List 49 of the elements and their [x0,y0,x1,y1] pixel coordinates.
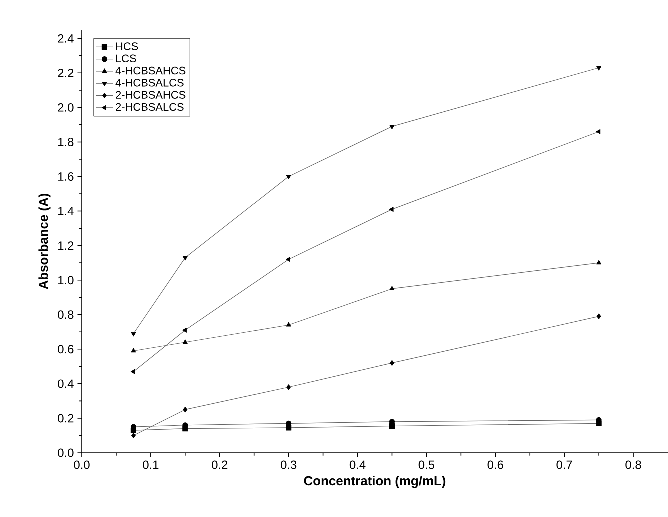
point [286,175,292,180]
x-axis-title: Concentration (mg/mL) [304,476,446,488]
x-tick-label: 0.6 [488,460,504,470]
point [390,286,395,291]
point [596,66,602,71]
point [131,332,136,337]
point [596,129,601,134]
y-tick-label: 1.4 [58,207,74,216]
point [596,260,602,265]
legend-label: HCS [116,42,138,50]
x-tick-label: 0.2 [212,460,228,470]
x-tick-label: 0.1 [143,460,159,470]
x-tick-label: 0.8 [626,460,642,470]
point [131,348,136,353]
point [182,328,187,333]
x-tick-label: 0.4 [350,460,366,470]
legend-label: LCS [116,54,136,63]
point [130,369,136,374]
y-tick-label: 0.8 [58,310,74,320]
point [389,207,394,212]
point [596,314,602,320]
point [183,407,188,413]
y-tick-label: 1.0 [58,276,74,285]
legend-label: 2-HCBSAHCS [116,91,186,99]
point [286,257,290,262]
y-tick-label: 1.6 [58,172,74,181]
y-tick-label: 0.2 [58,414,74,423]
point [286,425,292,431]
y-tick-label: 2.2 [58,68,74,78]
y-tick-label: 0.6 [58,345,74,354]
legend-label: 2-HCBSALCS [116,103,184,112]
y-tick-label: 2.4 [58,34,74,43]
y-axis-title: Absorbance (A) [38,194,51,290]
legend-label: 4-HCBSALCS [116,79,184,87]
point [286,384,291,390]
x-tick-label: 0.0 [74,460,90,470]
legend-label: 4-HCBSAHCS [116,66,186,75]
y-tick-label: 1.2 [58,242,74,250]
x-tick-label: 0.7 [556,460,572,470]
y-tick-label: 0.0 [58,448,74,458]
y-tick-label: 0.4 [58,380,74,388]
y-tick-label: 2.0 [58,103,74,112]
x-tick-label: 0.3 [280,460,297,470]
point [182,256,188,261]
point [390,125,395,130]
x-tick-label: 0.5 [418,460,435,470]
point [182,340,188,344]
point [286,322,292,327]
y-tick-label: 1.8 [58,138,74,146]
